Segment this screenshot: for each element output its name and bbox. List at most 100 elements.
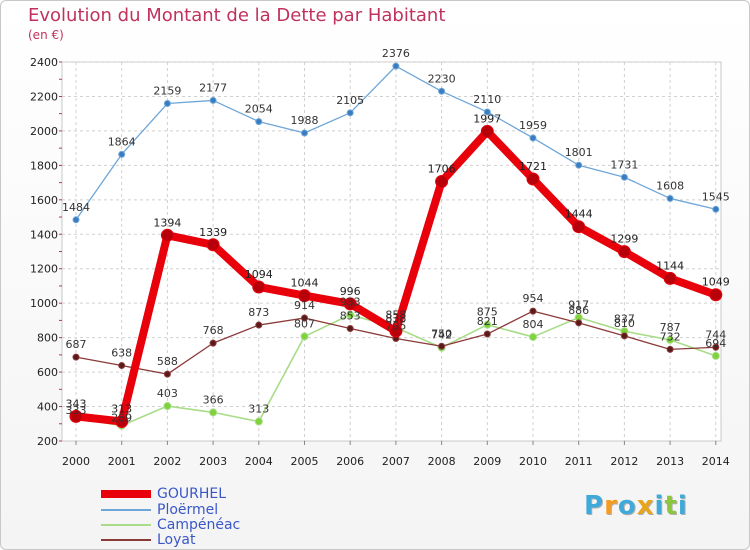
data-point [209,96,217,104]
data-point [438,87,446,95]
data-label: 821 [477,315,498,328]
data-point [572,220,586,234]
data-label: 1044 [291,277,319,290]
data-label: 875 [477,306,498,319]
data-point [435,175,449,189]
x-tick-label: 2005 [291,455,319,468]
data-label: 1144 [656,259,684,272]
data-point [255,118,263,126]
x-tick-label: 2000 [62,455,90,468]
data-point [163,402,172,411]
x-tick-label: 2001 [108,455,136,468]
data-point [118,362,126,370]
data-label: 1299 [610,233,638,246]
data-point [255,321,263,329]
y-tick-label: 2000 [30,125,58,138]
plot-area [61,61,722,442]
data-label: 2110 [473,93,501,106]
legend-swatch [101,509,151,511]
data-label: 1484 [62,201,90,214]
data-point [620,173,628,181]
x-tick-label: 2010 [519,455,547,468]
chart-title: Evolution du Montant de la Dette par Hab… [28,5,446,26]
data-label: 1545 [702,190,730,203]
y-tick-label: 1600 [30,194,58,207]
data-point [254,417,263,426]
data-label: 2376 [382,47,410,60]
legend-swatch [101,539,151,541]
legend-swatch [101,524,151,526]
data-point [300,332,309,341]
data-label: 2159 [153,85,181,98]
data-point [438,342,446,350]
data-point [346,109,354,117]
x-tick-label: 2008 [428,455,456,468]
legend-label: Ploërmel [157,502,219,518]
data-point [389,324,403,338]
legend-label: GOURHEL [157,486,227,502]
data-label: 804 [523,318,544,331]
data-label: 333 [66,404,87,417]
legend-item: GOURHEL [101,486,226,502]
data-point [712,205,720,213]
x-tick-label: 2007 [382,455,410,468]
x-tick-label: 2004 [245,455,273,468]
logo-letter: i [677,491,688,521]
data-label: 810 [614,317,635,330]
data-point [209,339,217,347]
legend-label: Campénéac [157,517,241,533]
legend-swatch [101,490,151,498]
legend-item: Loyat [101,532,195,548]
data-point [483,320,492,329]
y-tick-label: 600 [37,366,58,379]
data-label: 1801 [565,146,593,159]
y-tick-label: 2400 [30,56,58,69]
data-point [709,288,723,302]
y-tick-label: 800 [37,332,58,345]
x-tick-label: 2006 [336,455,364,468]
data-point [529,307,537,315]
data-point [617,245,631,259]
data-label: 313 [248,403,269,416]
proxiti-logo: Proxiti [584,491,688,521]
data-point [209,408,218,417]
data-point [346,310,355,319]
data-label: 1706 [428,163,456,176]
logo-letter: P [584,491,605,521]
data-point [252,280,266,294]
data-label: 1997 [473,112,501,125]
data-point [343,297,357,311]
data-point [620,332,628,340]
data-label: 588 [157,355,178,368]
logo-letter: o [617,491,637,521]
y-tick-label: 2200 [30,90,58,103]
data-label: 742 [431,329,452,342]
data-label: 1394 [153,216,181,229]
data-label: 343 [66,397,87,410]
data-point [160,228,174,242]
data-label: 954 [523,292,544,305]
x-tick-label: 2003 [199,455,227,468]
data-label: 1339 [199,226,227,239]
data-label: 787 [660,321,681,334]
data-label: 837 [614,312,635,325]
data-label: 933 [340,296,361,309]
data-label: 1721 [519,160,547,173]
data-point [483,108,491,116]
data-label: 1959 [519,119,547,132]
data-label: 858 [385,309,406,322]
data-label: 687 [66,338,87,351]
data-label: 886 [568,304,589,317]
y-tick-label: 1200 [30,263,58,276]
data-label: 768 [203,324,224,337]
data-label: 366 [203,393,224,406]
x-tick-label: 2013 [656,455,684,468]
data-point [115,415,129,429]
data-point [206,238,220,252]
logo-letter: t [664,491,678,521]
y-tick-label: 1800 [30,159,58,172]
data-label: 732 [660,330,681,343]
x-tick-label: 2009 [473,455,501,468]
data-label: 838 [385,312,406,325]
data-label: 2105 [336,94,364,107]
